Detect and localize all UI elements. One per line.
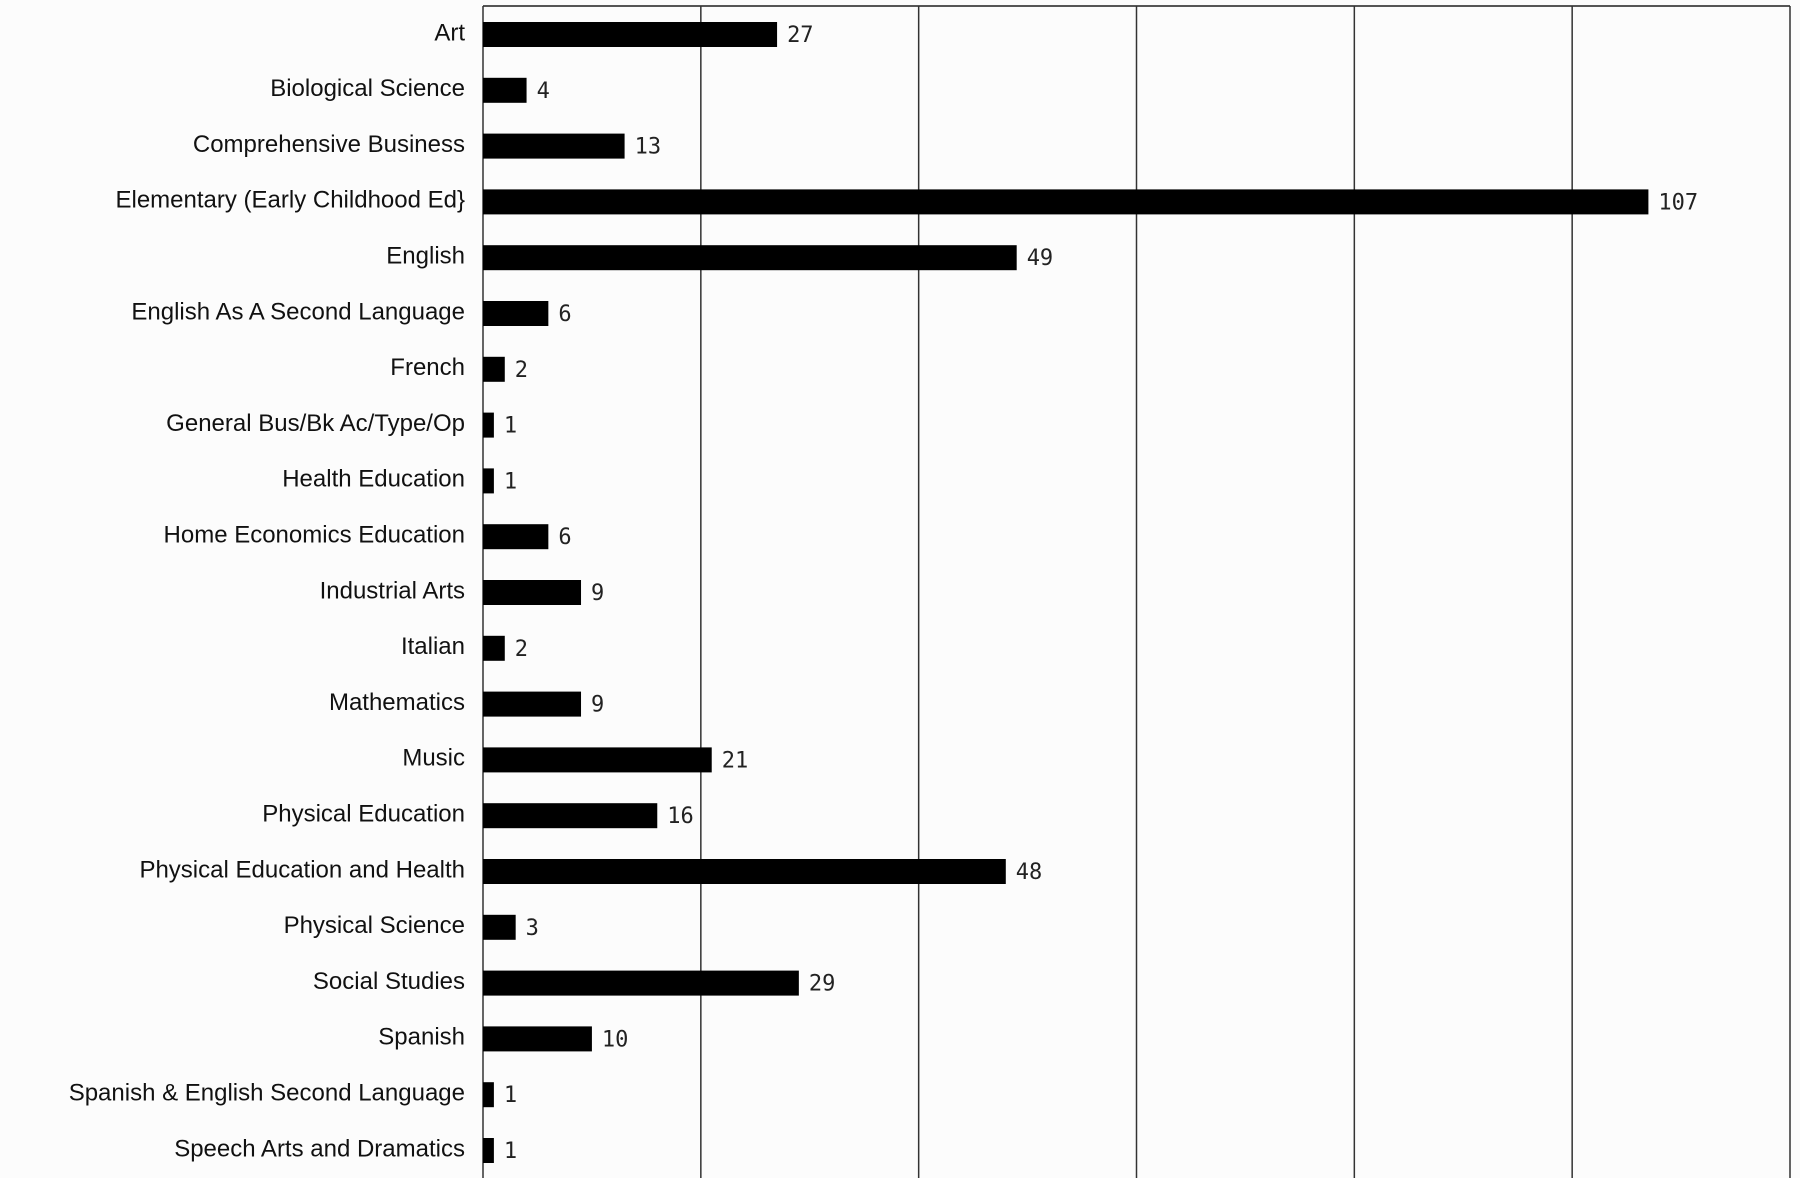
value-label: 3 <box>526 916 539 941</box>
value-label: 6 <box>558 525 571 550</box>
bar <box>483 468 494 494</box>
category-label: General Bus/Bk Ac/Type/Op <box>166 410 465 437</box>
value-label: 2 <box>515 637 528 662</box>
bar <box>483 803 658 829</box>
bar <box>483 412 494 438</box>
bar <box>483 524 549 550</box>
category-label: English <box>386 243 465 270</box>
category-label: Biological Science <box>270 75 465 102</box>
category-label: Speech Arts and Dramatics <box>174 1135 465 1162</box>
category-label: Music <box>402 745 465 772</box>
category-label: Industrial Arts <box>320 577 465 604</box>
category-label: Italian <box>401 633 465 660</box>
category-label: Physical Education <box>262 801 465 828</box>
bar <box>483 22 778 47</box>
bar <box>483 914 516 940</box>
value-label: 16 <box>667 804 694 829</box>
bar <box>483 691 582 717</box>
value-label: 107 <box>1658 190 1698 215</box>
value-label: 48 <box>1016 860 1043 885</box>
category-label: Spanish <box>378 1024 465 1051</box>
bar <box>483 859 1006 884</box>
value-label: 21 <box>722 748 749 773</box>
value-label: 4 <box>537 79 550 104</box>
bar <box>483 580 582 605</box>
category-label: French <box>390 354 465 381</box>
bar <box>483 77 527 103</box>
bar <box>483 1138 494 1163</box>
category-label: Comprehensive Business <box>193 131 465 158</box>
bar <box>483 245 1017 271</box>
bar <box>483 747 712 773</box>
value-label: 1 <box>504 1083 517 1108</box>
bar <box>483 133 625 159</box>
value-label: 49 <box>1027 246 1054 271</box>
value-label: 27 <box>787 23 814 48</box>
value-label: 6 <box>558 302 571 327</box>
category-label: English As A Second Language <box>131 298 465 325</box>
value-label: 1 <box>504 1139 517 1164</box>
bar <box>483 970 799 996</box>
category-label: Art <box>434 19 465 46</box>
bar <box>483 189 1649 215</box>
value-label: 29 <box>809 972 836 997</box>
value-label: 13 <box>635 135 662 160</box>
category-label: Social Studies <box>313 968 465 995</box>
value-label: 1 <box>504 469 517 494</box>
value-label: 1 <box>504 414 517 439</box>
bar <box>483 635 505 661</box>
category-label: Spanish & English Second Language <box>69 1080 465 1107</box>
value-label: 9 <box>591 581 604 606</box>
bar <box>483 1082 494 1108</box>
category-label: Physical Education and Health <box>139 856 465 883</box>
bar <box>483 356 505 382</box>
bar <box>483 1026 592 1052</box>
bar <box>483 301 549 326</box>
value-label: 2 <box>515 358 528 383</box>
category-label: Home Economics Education <box>164 522 465 549</box>
value-label: 10 <box>602 1027 629 1052</box>
category-label: Mathematics <box>329 689 465 716</box>
category-label: Physical Science <box>284 912 465 939</box>
value-label: 9 <box>591 693 604 718</box>
category-label: Health Education <box>282 466 465 493</box>
category-label: Elementary (Early Childhood Ed} <box>115 187 465 214</box>
